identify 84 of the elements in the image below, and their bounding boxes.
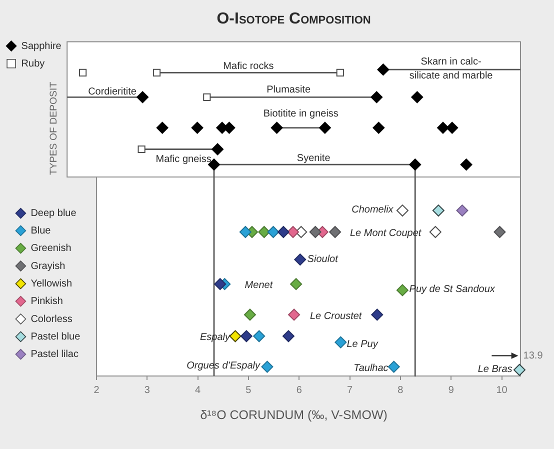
annotation: Menet bbox=[244, 280, 274, 292]
point bbox=[396, 284, 408, 296]
point bbox=[282, 330, 294, 342]
point bbox=[267, 226, 280, 238]
point bbox=[409, 158, 422, 171]
point bbox=[329, 226, 342, 238]
legend-label: Yellowish bbox=[30, 278, 72, 290]
point bbox=[79, 68, 87, 76]
legend-label: Blue bbox=[30, 225, 52, 236]
legend-label: Grayish bbox=[30, 260, 66, 272]
point bbox=[290, 278, 302, 290]
point bbox=[388, 360, 400, 373]
x-axis-title: δ¹⁸O CORUNDUM (‰, V-SMOW) bbox=[200, 408, 388, 422]
point bbox=[156, 122, 168, 134]
series-label: Mafic rocks bbox=[223, 61, 274, 72]
legend-label: Deep blue bbox=[30, 208, 77, 220]
point bbox=[460, 158, 472, 171]
point bbox=[371, 308, 384, 321]
annotation: Sioulot bbox=[307, 254, 340, 265]
point bbox=[270, 122, 283, 134]
series-label: Cordieritite bbox=[88, 86, 137, 98]
point bbox=[191, 122, 204, 134]
series-label: Biotitite in gneiss bbox=[263, 108, 338, 120]
legend-label: Pastel lilac bbox=[30, 349, 79, 360]
legend-label: Colorless bbox=[30, 314, 72, 325]
legend-label: Sapphire bbox=[21, 40, 62, 52]
point bbox=[229, 330, 242, 342]
point bbox=[212, 143, 224, 156]
series-label: Mafic gneiss bbox=[156, 154, 212, 166]
point bbox=[372, 122, 385, 134]
x-tick-label: 10 bbox=[496, 384, 508, 396]
annotation: Chomelix bbox=[352, 204, 394, 216]
point bbox=[334, 336, 347, 348]
point bbox=[318, 122, 331, 134]
point bbox=[136, 91, 149, 104]
point bbox=[152, 68, 161, 76]
point bbox=[513, 364, 526, 376]
point bbox=[203, 93, 211, 101]
x-tick-label: 9 bbox=[448, 384, 454, 396]
point bbox=[294, 254, 306, 266]
point bbox=[244, 308, 256, 321]
annotation: Le Puy bbox=[346, 339, 379, 350]
point bbox=[287, 226, 300, 238]
x-tick-label: 3 bbox=[144, 384, 150, 396]
point bbox=[436, 122, 449, 134]
y-axis-title: TYPES OF DEPOSIT bbox=[48, 82, 60, 175]
annotation: Taulhac bbox=[354, 362, 388, 374]
point bbox=[411, 91, 424, 104]
text: 13.9 bbox=[523, 350, 544, 362]
point bbox=[396, 204, 408, 217]
point bbox=[456, 204, 468, 217]
legend-label: Pinkish bbox=[30, 296, 63, 308]
x-tick-label: 4 bbox=[195, 384, 202, 396]
chart-title: O-Isotope Composition bbox=[216, 10, 371, 28]
annotation: Le Croustet bbox=[310, 310, 363, 322]
point bbox=[429, 226, 442, 238]
point bbox=[370, 91, 383, 104]
point bbox=[446, 122, 458, 134]
x-tick-label: 8 bbox=[398, 384, 404, 396]
series-label: Plumasite bbox=[266, 84, 311, 96]
point bbox=[239, 226, 252, 238]
annotation: Le Bras bbox=[478, 364, 512, 376]
x-tick-label: 2 bbox=[94, 384, 100, 396]
series-label: Skarn in calc- silicate and marble bbox=[409, 56, 494, 82]
point bbox=[258, 226, 270, 238]
point bbox=[253, 330, 266, 342]
x-tick-label: 5 bbox=[246, 384, 252, 396]
point bbox=[309, 226, 322, 238]
point bbox=[288, 308, 300, 321]
x-tick-label: 7 bbox=[346, 384, 353, 396]
point bbox=[494, 226, 506, 238]
x-tick-label: 6 bbox=[296, 384, 302, 396]
legend-label: Ruby bbox=[21, 58, 45, 70]
legend-label: Pastel blue bbox=[30, 331, 81, 342]
point bbox=[240, 330, 252, 342]
legend-label: Greenish bbox=[30, 243, 72, 254]
point bbox=[277, 226, 290, 238]
series-label: Syenite bbox=[296, 153, 331, 164]
point bbox=[138, 145, 146, 154]
point bbox=[214, 278, 226, 290]
point bbox=[377, 64, 390, 76]
point bbox=[261, 360, 274, 373]
point bbox=[336, 68, 344, 76]
point bbox=[432, 204, 444, 217]
